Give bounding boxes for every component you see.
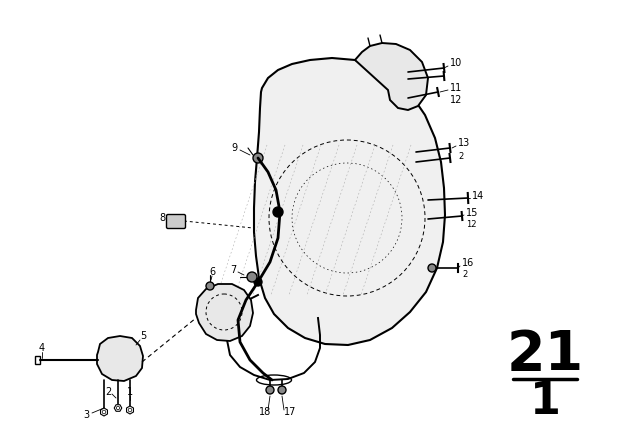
- Text: 4: 4: [39, 343, 45, 353]
- Polygon shape: [127, 406, 134, 414]
- Text: 21: 21: [506, 328, 584, 382]
- Text: 12: 12: [466, 220, 477, 228]
- Circle shape: [247, 272, 257, 282]
- Polygon shape: [35, 356, 40, 364]
- Text: 5: 5: [140, 331, 146, 341]
- Text: 1: 1: [529, 379, 561, 422]
- Polygon shape: [97, 336, 143, 381]
- Text: 16: 16: [462, 258, 474, 268]
- Text: 2: 2: [105, 387, 111, 397]
- Text: 8: 8: [159, 213, 165, 223]
- Polygon shape: [355, 43, 428, 110]
- Polygon shape: [114, 405, 122, 411]
- Circle shape: [254, 278, 262, 286]
- Polygon shape: [196, 284, 253, 341]
- Text: 11: 11: [450, 83, 462, 93]
- Circle shape: [253, 153, 263, 163]
- Circle shape: [428, 264, 436, 272]
- Polygon shape: [100, 408, 108, 416]
- Text: 7: 7: [230, 265, 236, 275]
- Text: 13: 13: [458, 138, 470, 148]
- Text: 10: 10: [450, 58, 462, 68]
- Text: 17: 17: [284, 407, 296, 417]
- Circle shape: [278, 386, 286, 394]
- Circle shape: [266, 386, 274, 394]
- Text: 2: 2: [458, 151, 463, 160]
- Text: 15: 15: [466, 208, 478, 218]
- Text: 9: 9: [231, 143, 237, 153]
- FancyBboxPatch shape: [166, 215, 186, 228]
- Polygon shape: [254, 58, 445, 345]
- Text: 6: 6: [209, 267, 215, 277]
- Text: 12: 12: [450, 95, 462, 105]
- Text: 14: 14: [472, 191, 484, 201]
- Text: 2: 2: [462, 270, 467, 279]
- Text: 1: 1: [127, 387, 133, 397]
- Circle shape: [206, 282, 214, 290]
- Circle shape: [273, 207, 283, 217]
- Text: 18: 18: [259, 407, 271, 417]
- Text: 3: 3: [83, 410, 89, 420]
